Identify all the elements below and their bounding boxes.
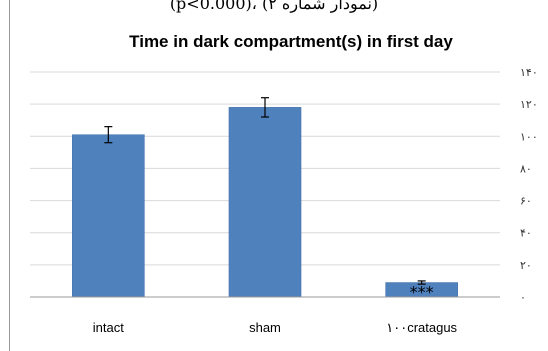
y-tick-label: ۱۴۰ — [520, 66, 538, 79]
x-tick-label: intact — [93, 320, 124, 335]
bar — [228, 107, 302, 298]
y-tick-label: ۲۰ — [520, 259, 532, 272]
error-bars — [104, 97, 426, 285]
y-tick-label: ۴۰ — [520, 227, 532, 240]
x-tick-label: sham — [249, 320, 281, 335]
significance-label: *** — [410, 283, 434, 302]
y-tick-label: ۶۰ — [520, 195, 532, 208]
tick-labels: ۰ ۲۰ ۴۰ ۶۰ ۸۰ ۱۰۰ ۱۲۰ ۱۴۰ intact sham ۱۰۰cratagus — [93, 66, 538, 335]
annotations: *** — [410, 283, 434, 302]
chart-title: Time in dark compartment(s) in first day — [129, 32, 453, 51]
y-tick-label: ۰ — [520, 291, 526, 304]
page-left-border — [9, 0, 10, 351]
bar — [72, 134, 145, 298]
y-tick-label: ۱۲۰ — [520, 98, 538, 111]
y-tick-label: ۱۰۰ — [520, 130, 538, 143]
x-tick-label: ۱۰۰cratagus — [386, 320, 457, 335]
page-top-text: (p<0.000)، (نمودار شماره ۲) — [169, 0, 379, 13]
y-tick-label: ۸۰ — [520, 162, 532, 175]
